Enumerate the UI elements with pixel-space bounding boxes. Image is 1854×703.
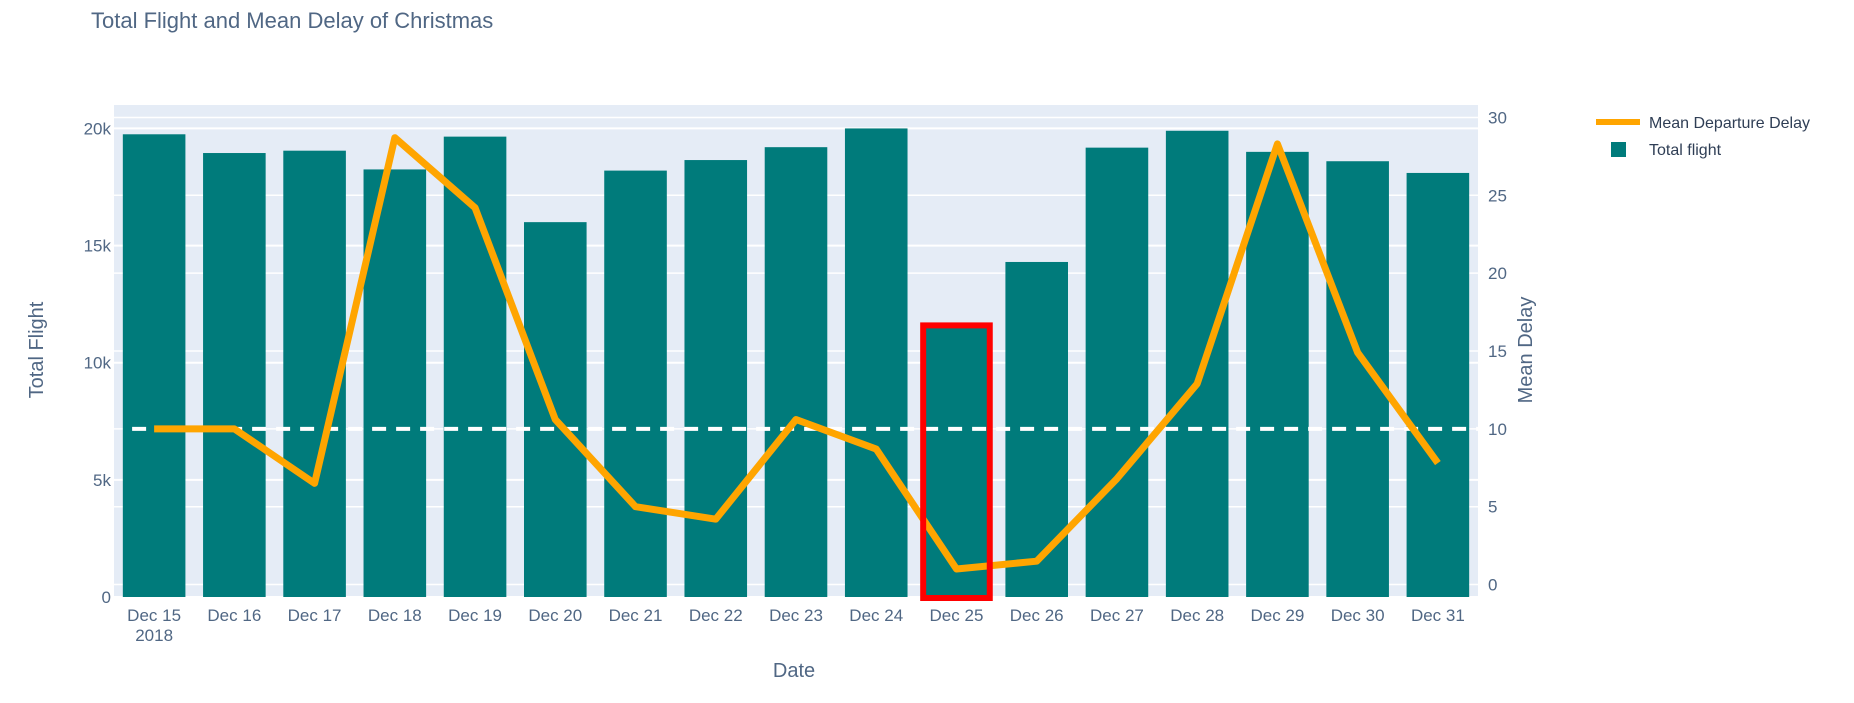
bar-dec-23[interactable] bbox=[764, 147, 828, 597]
y-left-tick-label: 10k bbox=[84, 354, 112, 373]
legend-label-mean-departure-delay: Mean Departure Delay bbox=[1649, 115, 1810, 132]
y-axis-left-title: Total Flight bbox=[26, 301, 48, 398]
bar-dec-21[interactable] bbox=[604, 170, 667, 597]
x-tick-label: Dec 30 bbox=[1331, 606, 1385, 625]
x-tick-label: Dec 24 bbox=[849, 606, 903, 625]
legend-item-mean-departure-delay[interactable]: Mean Departure Delay bbox=[1596, 115, 1810, 132]
x-tick-label: Dec 18 bbox=[368, 606, 422, 625]
highlight-box bbox=[920, 322, 993, 601]
bar-dec-17[interactable] bbox=[283, 150, 346, 597]
x-tick-label: Dec 16 bbox=[207, 606, 261, 625]
chart-title: Total Flight and Mean Delay of Christmas bbox=[91, 8, 493, 33]
highlight-layer bbox=[920, 322, 993, 601]
bar-series bbox=[122, 128, 1470, 598]
bar-dec-16[interactable] bbox=[203, 153, 266, 597]
y-right-tick-label: 0 bbox=[1488, 576, 1497, 595]
line-series bbox=[154, 134, 1441, 573]
x-tick-label: Dec 17 bbox=[288, 606, 342, 625]
bar-dec-27[interactable] bbox=[1085, 147, 1149, 597]
x-tick-label: Dec 28 bbox=[1170, 606, 1224, 625]
x-year-label: 2018 bbox=[135, 626, 173, 645]
x-tick-label: Dec 25 bbox=[930, 606, 984, 625]
bar-dec-20[interactable] bbox=[524, 222, 587, 597]
legend-bar-swatch bbox=[1611, 142, 1626, 157]
y-right-tick-label: 10 bbox=[1488, 420, 1507, 439]
bar-dec-25[interactable] bbox=[925, 326, 988, 597]
bar-dec-29[interactable] bbox=[1246, 151, 1309, 597]
x-tick-label: Dec 27 bbox=[1090, 606, 1144, 625]
bar-dec-26[interactable] bbox=[1005, 261, 1068, 597]
bar-dec-22[interactable] bbox=[684, 160, 748, 598]
legend-item-total-flight[interactable]: Total flight bbox=[1611, 142, 1722, 159]
legend[interactable]: Mean Departure Delay Total flight bbox=[1596, 115, 1810, 159]
x-axis-title: Date bbox=[773, 660, 815, 682]
y-right-tick-label: 20 bbox=[1488, 264, 1507, 283]
y-left-tick-label: 5k bbox=[93, 471, 111, 490]
bar-dec-24[interactable] bbox=[844, 128, 908, 597]
x-tick-label: Dec 23 bbox=[769, 606, 823, 625]
x-tick-label: Dec 21 bbox=[609, 606, 663, 625]
x-tick-label: Dec 26 bbox=[1010, 606, 1064, 625]
axis-labels: 0 5k 10k 15k 20k 0 5 10 15 20 25 30 Dec 15 Dec 16 Dec … bbox=[84, 108, 1507, 645]
x-tick-label: Dec 29 bbox=[1250, 606, 1304, 625]
y-right-tick-label: 25 bbox=[1488, 186, 1507, 205]
bar-dec-28[interactable] bbox=[1165, 130, 1229, 597]
bar-dec-15[interactable] bbox=[122, 134, 186, 598]
x-tick-label: Dec 15 bbox=[127, 606, 181, 625]
bar-dec-31[interactable] bbox=[1406, 172, 1470, 597]
y-right-tick-label: 5 bbox=[1488, 498, 1497, 517]
x-tick-label: Dec 20 bbox=[528, 606, 582, 625]
y-left-tick-label: 0 bbox=[102, 588, 111, 607]
x-tick-label: Dec 19 bbox=[448, 606, 502, 625]
x-tick-label: Dec 22 bbox=[689, 606, 743, 625]
y-left-tick-label: 15k bbox=[84, 237, 112, 256]
x-tick-label: Dec 31 bbox=[1411, 606, 1465, 625]
y-axis-right-title: Mean Delay bbox=[1515, 297, 1537, 404]
y-right-tick-label: 30 bbox=[1488, 108, 1507, 127]
mean-departure-delay-line[interactable] bbox=[154, 134, 1441, 573]
legend-label-total-flight: Total flight bbox=[1649, 142, 1722, 159]
y-right-tick-label: 15 bbox=[1488, 342, 1507, 361]
y-left-tick-label: 20k bbox=[84, 119, 112, 138]
